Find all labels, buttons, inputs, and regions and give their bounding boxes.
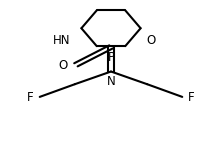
Text: O: O	[58, 59, 67, 72]
Text: P: P	[107, 51, 115, 64]
Text: F: F	[188, 91, 194, 104]
Text: HN: HN	[53, 34, 70, 47]
Text: N: N	[107, 74, 115, 88]
Text: O: O	[146, 34, 155, 47]
Text: F: F	[27, 91, 34, 104]
